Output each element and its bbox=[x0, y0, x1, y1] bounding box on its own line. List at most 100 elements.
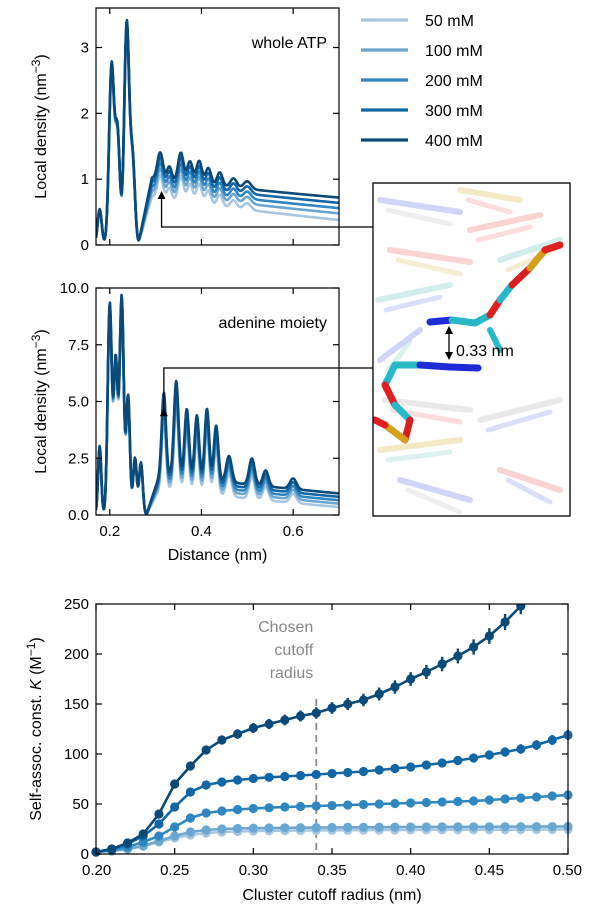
x-tick-label: 0.20 bbox=[82, 862, 111, 879]
y-axis-label-part: (M bbox=[28, 656, 45, 679]
y-tick-label: 1 bbox=[81, 171, 89, 188]
x-tick-label: 0.50 bbox=[553, 862, 582, 879]
x-tick-label: 0.35 bbox=[317, 862, 346, 879]
data-point bbox=[516, 793, 525, 802]
cutoff-annotation: radius bbox=[270, 665, 314, 682]
data-point bbox=[390, 764, 399, 773]
data-point bbox=[469, 822, 478, 831]
legend-entry-label: 200 mM bbox=[425, 73, 483, 90]
y-axis-label-exponent: −3 bbox=[29, 59, 43, 73]
data-point bbox=[343, 768, 352, 777]
data-point bbox=[264, 823, 273, 832]
x-tick-label: 0.4 bbox=[191, 523, 212, 540]
data-point bbox=[123, 838, 132, 847]
connector-line bbox=[164, 368, 373, 415]
series-group bbox=[91, 540, 572, 856]
data-point bbox=[202, 745, 211, 754]
data-point bbox=[548, 822, 557, 831]
chart-whole-atp: 0123 whole ATPLocal density (nm−3) bbox=[29, 8, 339, 254]
data-point bbox=[264, 719, 273, 728]
x-tick-label: 0.45 bbox=[475, 862, 504, 879]
legend: 50 mM100 mM200 mM300 mM400 mM bbox=[361, 13, 483, 150]
data-point bbox=[186, 787, 195, 796]
data-point bbox=[375, 799, 384, 808]
data-point bbox=[453, 651, 462, 660]
data-point bbox=[548, 735, 557, 744]
data-point bbox=[422, 798, 431, 807]
data-point bbox=[280, 715, 289, 724]
data-point bbox=[516, 744, 525, 753]
data-point bbox=[516, 822, 525, 831]
data-point bbox=[217, 735, 226, 744]
data-point bbox=[154, 809, 163, 818]
y-tick-label: 250 bbox=[64, 596, 89, 613]
data-point bbox=[359, 800, 368, 809]
series-4 bbox=[91, 730, 572, 857]
y-tick-label: 2 bbox=[81, 105, 89, 122]
data-point bbox=[233, 729, 242, 738]
y-tick-label: 100 bbox=[64, 746, 89, 763]
data-point bbox=[453, 797, 462, 806]
data-point bbox=[249, 804, 258, 813]
data-point bbox=[233, 775, 242, 784]
data-point bbox=[327, 823, 336, 832]
distance-label: 0.33 nm bbox=[456, 343, 514, 360]
data-point bbox=[217, 824, 226, 833]
legend-entry-label: 300 mM bbox=[425, 103, 483, 120]
y-axis-label: Local density (nm−3) bbox=[29, 329, 50, 473]
data-point bbox=[296, 711, 305, 720]
x-tick-label: 0.25 bbox=[160, 862, 189, 879]
data-point bbox=[107, 844, 116, 853]
data-point bbox=[390, 682, 399, 691]
data-point bbox=[375, 823, 384, 832]
y-axis-label-part: ) bbox=[28, 637, 45, 642]
data-point bbox=[485, 631, 494, 640]
data-point bbox=[280, 823, 289, 832]
x-tick-label: 0.30 bbox=[239, 862, 268, 879]
data-point bbox=[453, 822, 462, 831]
y-tick-label: 200 bbox=[64, 646, 89, 663]
data-point bbox=[469, 796, 478, 805]
data-point bbox=[233, 805, 242, 814]
data-point bbox=[327, 801, 336, 810]
data-point bbox=[170, 802, 179, 811]
data-point bbox=[485, 822, 494, 831]
data-point bbox=[186, 827, 195, 836]
data-point bbox=[390, 823, 399, 832]
y-axis-label-exponent: −3 bbox=[29, 334, 43, 348]
data-point bbox=[500, 822, 509, 831]
data-point bbox=[202, 825, 211, 834]
data-point bbox=[375, 765, 384, 774]
y-axis-label-tail: ) bbox=[33, 54, 50, 59]
data-point bbox=[422, 760, 431, 769]
panel-title: whole ATP bbox=[251, 35, 327, 52]
oxygen-bond bbox=[545, 245, 560, 250]
y-axis-label-text: Local density (nm bbox=[33, 73, 50, 198]
chart-self-assoc-constant: Chosen cutoff radius 0 50 100 150 200 250 0.20 0.2… bbox=[24, 540, 582, 904]
data-point bbox=[280, 802, 289, 811]
data-point bbox=[170, 779, 179, 788]
legend-entry-label: 50 mM bbox=[425, 13, 474, 30]
data-point bbox=[217, 777, 226, 786]
data-point bbox=[327, 769, 336, 778]
data-point bbox=[296, 802, 305, 811]
data-point bbox=[532, 822, 541, 831]
data-point bbox=[343, 800, 352, 809]
y-axis-label-text: Local density (nm bbox=[33, 348, 50, 473]
data-point bbox=[375, 689, 384, 698]
y-tick-label: 10.0 bbox=[60, 280, 89, 297]
data-point bbox=[249, 824, 258, 833]
data-point bbox=[390, 799, 399, 808]
data-point bbox=[469, 642, 478, 651]
molecular-snapshot-inset: 0.33 nm bbox=[373, 183, 570, 516]
data-point bbox=[500, 747, 509, 756]
nitrogen-bond bbox=[420, 365, 450, 367]
data-point bbox=[217, 806, 226, 815]
data-point bbox=[548, 791, 557, 800]
series-line-5 bbox=[96, 20, 339, 240]
y-tick-label: 0 bbox=[81, 846, 89, 863]
data-point bbox=[139, 829, 148, 838]
data-point bbox=[438, 822, 447, 831]
data-point bbox=[202, 780, 211, 789]
data-point bbox=[264, 773, 273, 782]
